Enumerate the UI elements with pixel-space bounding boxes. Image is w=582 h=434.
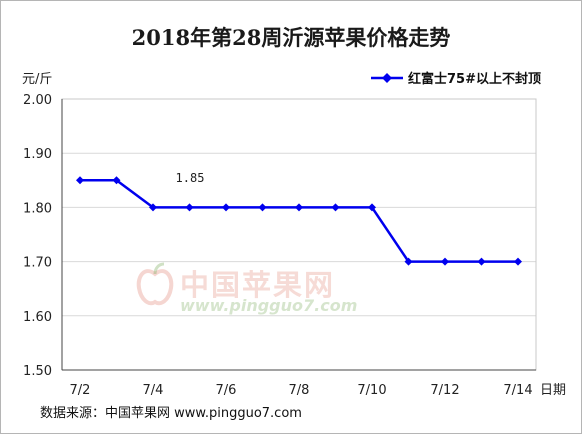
x-tick-label: 7/10 [357,383,386,398]
chart-title: 2018年第28周沂源苹果价格走势 [131,25,451,50]
y-tick-label: 1.70 [23,256,52,271]
apple-logo-icon [136,262,174,306]
legend-label: 红富士75#以上不封顶 [408,72,541,87]
x-tick-label: 7/2 [70,383,91,398]
y-tick-label: 1.60 [23,310,52,325]
data-point [185,203,194,212]
legend-line-marker-icon [371,72,403,83]
data-point [76,176,84,185]
data-point [514,257,522,266]
data-point [112,176,121,185]
data-point [295,203,303,212]
x-tick-label: 7/8 [289,383,310,398]
x-tick-label: 7/6 [216,383,237,398]
y-axis-unit-label: 元/斤 [22,72,53,87]
y-tick-label: 1.80 [23,201,52,216]
y-tick-label: 1.50 [23,364,52,379]
data-point [404,257,413,266]
x-tick-label: 7/12 [430,383,459,398]
y-tick-label: 2.00 [23,93,52,108]
watermark-url: www.pingguo7.com [180,296,358,315]
data-annotation-1-85: 1.85 [176,171,205,185]
y-tick-labels: 2.00 1.90 1.80 1.70 1.60 1.50 [23,93,52,379]
data-point [441,257,449,266]
data-point [149,203,157,212]
plot-area-border [61,98,537,371]
y-tick-label: 1.90 [23,147,52,162]
data-point [331,203,340,212]
x-axis-label: 日期 [540,383,566,398]
x-tick-label: 7/4 [143,383,164,398]
x-tick-labels: 7/2 7/4 7/6 7/8 7/10 7/12 7/14 [70,383,533,398]
data-point [258,203,267,212]
legend: 红富士75#以上不封顶 [370,68,541,87]
data-point [477,257,486,266]
x-tick-label: 7/14 [503,383,532,398]
series-line-0 [80,179,518,263]
axes [61,98,537,371]
series-points-0 [76,176,522,266]
watermark-text: 中国苹果网 [180,268,336,302]
data-point [222,203,230,212]
source-note: 数据来源：中国苹果网 www.pingguo7.com [40,406,302,421]
data-point [368,203,376,212]
